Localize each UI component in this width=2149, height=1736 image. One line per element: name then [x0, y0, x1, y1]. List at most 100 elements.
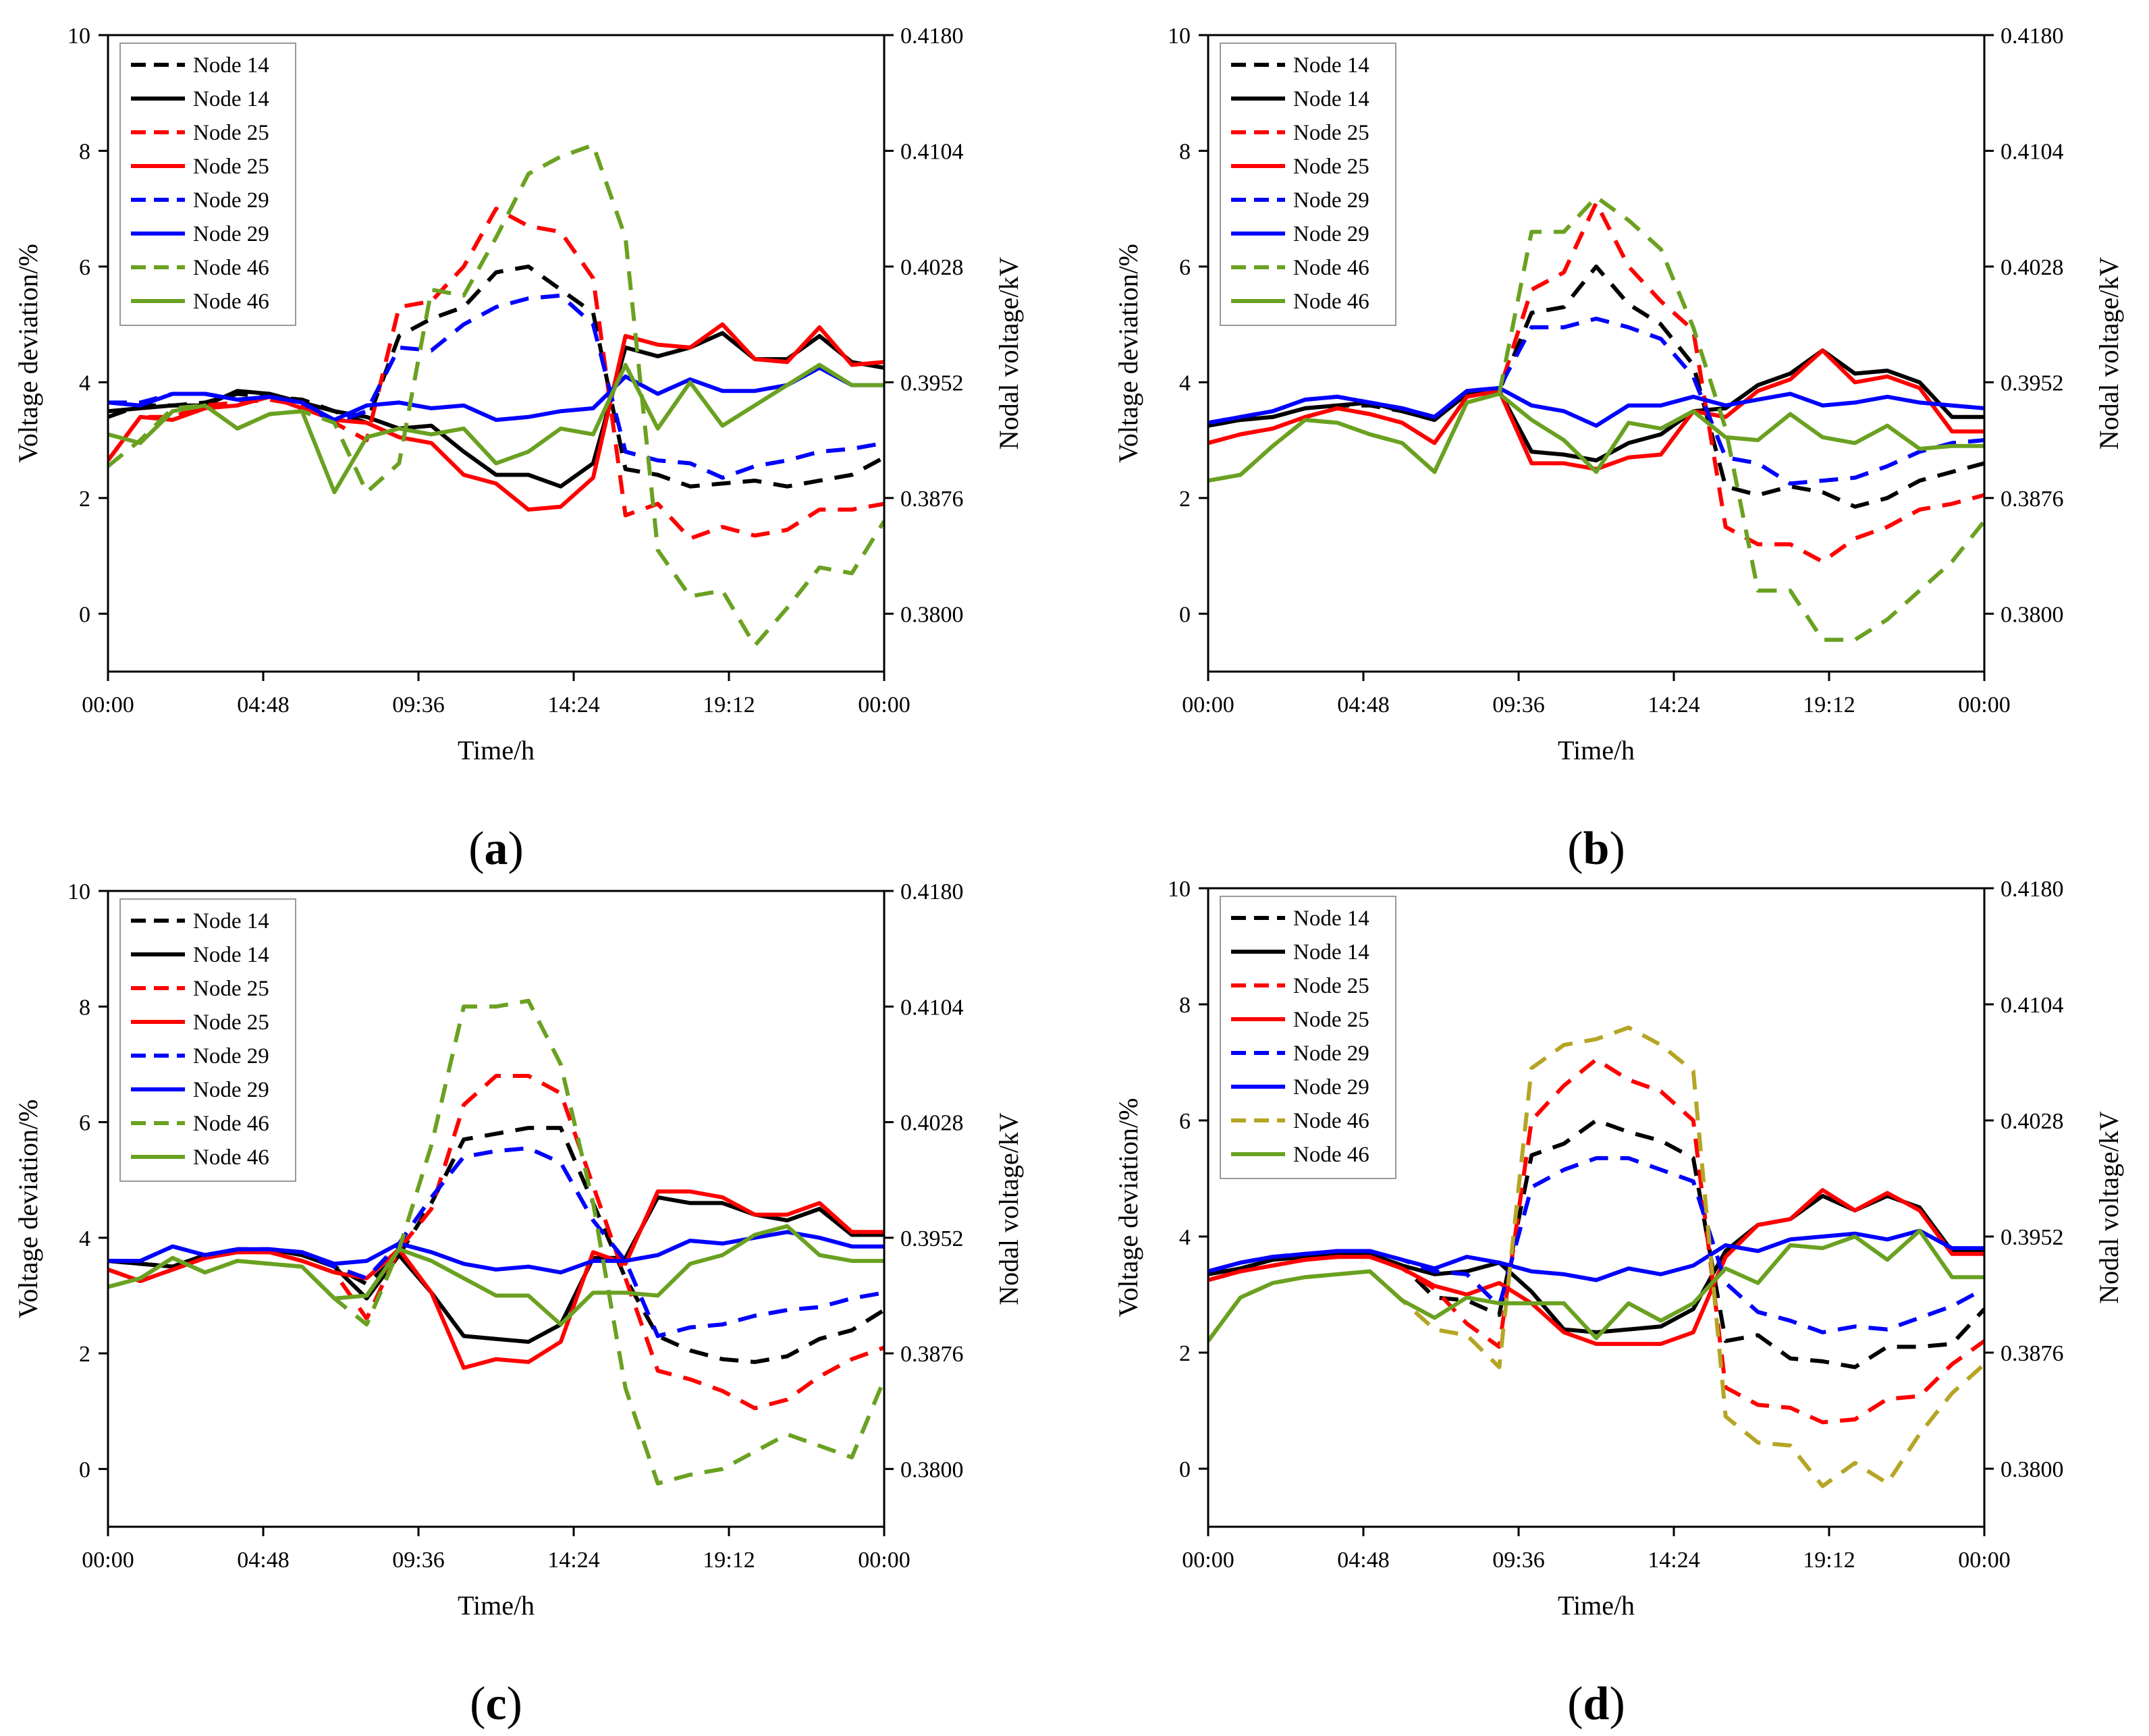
- legend-label: Node 14: [193, 87, 269, 111]
- y-tick-label: 2: [1179, 1341, 1191, 1366]
- y-right-tick-label: 0.3800: [900, 602, 964, 627]
- series-group: [1208, 195, 1984, 642]
- y-right-tick-label: 0.4028: [900, 255, 964, 280]
- y-tick-label: 6: [1179, 1109, 1191, 1134]
- x-axis-title: Time/h: [458, 1590, 535, 1621]
- legend-label: Node 25: [1293, 121, 1369, 145]
- y-right-tick-label: 0.4180: [900, 24, 964, 49]
- y-tick-label: 10: [67, 24, 90, 49]
- series-line-node-46-solid: [1208, 391, 1984, 483]
- series-line-node-29-solid: [1208, 385, 1984, 428]
- y-right-tick-label: 0.3952: [2001, 1225, 2064, 1250]
- series-group: [108, 142, 884, 648]
- y-tick-label: 2: [1179, 487, 1191, 512]
- y-tick-label: 8: [79, 995, 90, 1020]
- panel-label-part: (: [1567, 823, 1583, 875]
- y-right-tick-label: 0.4180: [2001, 877, 2064, 902]
- chart-panel-a: 0 2 4 6 8 10 0.3800 0.3876 0.3952 0.4028 0.4104 0.4…: [13, 24, 1024, 875]
- series-group: [1208, 1025, 1984, 1488]
- x-tick-label: 04:48: [1337, 1548, 1389, 1573]
- y-tick-label: 0: [1179, 1457, 1191, 1482]
- legend-label: Node 25: [193, 155, 269, 179]
- legend-label: Node 46: [193, 1145, 269, 1170]
- legend-box: [119, 898, 296, 1182]
- series-line-node-25-solid: [1208, 348, 1984, 471]
- panel-label-part: ): [1609, 823, 1625, 875]
- y-right-tick-label: 0.4028: [2001, 1109, 2064, 1134]
- y-tick-label: 10: [1168, 877, 1191, 902]
- panel-label: (b): [1567, 823, 1625, 875]
- y-right-tick-label: 0.4104: [2001, 139, 2064, 164]
- legend-label: Node 25: [193, 977, 269, 1001]
- chart-panel-b: 0 2 4 6 8 10 0.3800 0.3876 0.3952 0.4028 0.4104 0.4…: [1113, 24, 2124, 875]
- x-tick-label: 00:00: [1958, 1548, 2010, 1573]
- y-right-tick-label: 0.4180: [2001, 24, 2064, 49]
- legend-label: Node 29: [193, 188, 269, 213]
- y-axis-title: Voltage deviation/%: [1113, 1098, 1143, 1318]
- legend-label: Node 29: [1293, 188, 1369, 213]
- y-right-tick-label: 0.4104: [900, 995, 964, 1020]
- x-tick-label: 19:12: [703, 1548, 755, 1573]
- y-right-tick-label: 0.4028: [2001, 255, 2064, 280]
- series-line-node-25-solid: [108, 1189, 884, 1370]
- y-tick-label: 6: [1179, 255, 1191, 280]
- panel-label-part: (: [470, 1678, 485, 1730]
- x-axis-title: Time/h: [1558, 735, 1635, 765]
- series-line-node-46-solid: [108, 362, 884, 495]
- x-tick-label: 14:24: [547, 693, 599, 717]
- panel-label-part: (: [1567, 1678, 1583, 1730]
- series-line-node-46-solid: [1208, 1228, 1984, 1342]
- x-tick-label: 00:00: [1958, 693, 2010, 717]
- legend-label: Node 46: [1293, 290, 1369, 314]
- y-right-axis-title: Nodal voltage/kV: [994, 1112, 1024, 1305]
- legend-label: Node 14: [193, 53, 269, 78]
- y-right-tick-label: 0.4104: [900, 139, 964, 164]
- plot-frame: [107, 890, 886, 1528]
- legend-label: Node 14: [193, 909, 269, 933]
- series-line-node-14-solid: [1208, 1193, 1984, 1334]
- x-tick-label: 04:48: [237, 1548, 289, 1573]
- x-tick-label: 19:12: [703, 693, 755, 717]
- plot-frame: [1207, 887, 1986, 1528]
- panel-label-part: c: [485, 1678, 506, 1730]
- x-axis-title: Time/h: [458, 735, 535, 765]
- legend-label: Node 14: [193, 943, 269, 967]
- series-line-node-46-dashed: [1208, 1025, 1984, 1488]
- legend-box: [119, 43, 296, 326]
- y-right-tick-label: 0.3876: [2001, 1341, 2064, 1366]
- x-tick-label: 19:12: [1803, 1548, 1855, 1573]
- legend-box: [1220, 896, 1396, 1179]
- y-right-tick-label: 0.3800: [2001, 1457, 2064, 1482]
- panel-label: (c): [470, 1678, 522, 1730]
- series-line-node-25-solid: [1208, 1188, 1984, 1347]
- series-line-node-14-solid: [1208, 348, 1984, 463]
- legend: Node 14 Node 14 Node 25 Node 25 Node 29 Node …: [1220, 43, 1396, 326]
- legend-label: Node 25: [193, 121, 269, 145]
- y-right-tick-label: 0.4104: [2001, 993, 2064, 1018]
- x-tick-label: 14:24: [547, 1548, 599, 1573]
- x-tick-label: 04:48: [1337, 693, 1389, 717]
- y-axis-title: Voltage deviation/%: [1113, 244, 1143, 463]
- y-right-tick-label: 0.3876: [2001, 487, 2064, 512]
- y-right-axis-title: Nodal voltage/kV: [2094, 257, 2124, 450]
- legend-label: Node 14: [1293, 53, 1369, 78]
- x-tick-label: 00:00: [1182, 1548, 1234, 1573]
- panel-label: (d): [1567, 1678, 1625, 1730]
- y-tick-label: 8: [79, 139, 90, 164]
- series-line-node-29-solid: [1208, 1228, 1984, 1282]
- y-tick-label: 4: [79, 371, 90, 396]
- y-tick-label: 8: [1179, 139, 1191, 164]
- series-line-node-46-solid: [108, 1224, 884, 1327]
- y-tick-label: 0: [1179, 602, 1191, 627]
- legend-label: Node 46: [1293, 1143, 1369, 1167]
- legend-label: Node 29: [193, 1044, 269, 1068]
- legend-label: Node 14: [1293, 906, 1369, 931]
- series-line-node-25-solid: [108, 322, 884, 512]
- chart-panel-c: 0 2 4 6 8 10 0.3800 0.3876 0.3952 0.4028 0.4104 0.4…: [13, 879, 1024, 1730]
- panel-label-part: ): [508, 823, 524, 875]
- legend-label: Node 29: [193, 1078, 269, 1102]
- x-tick-label: 14:24: [1648, 1548, 1699, 1573]
- legend-label: Node 25: [1293, 1008, 1369, 1032]
- x-tick-label: 00:00: [82, 1548, 134, 1573]
